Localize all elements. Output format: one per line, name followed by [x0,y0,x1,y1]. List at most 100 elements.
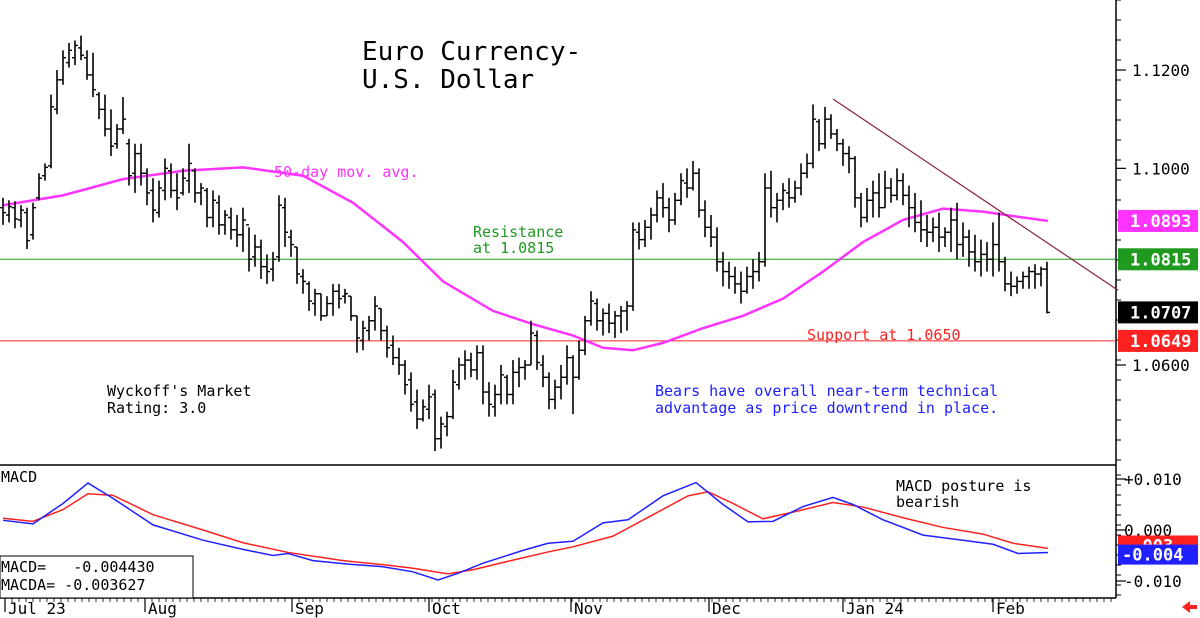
price-bar [1038,266,1044,287]
price-bar [900,173,906,206]
x-tick-label: Jan 24 [846,599,904,618]
price-bar [534,330,540,370]
price-bar [384,325,390,358]
price-bar [1014,276,1020,294]
price-bar [492,384,498,417]
price-bar [936,212,942,252]
price-bar [804,153,810,179]
macd-title: MACD [1,468,37,486]
macd-readout: MACD= -0.004430 [1,558,155,576]
price-bar [276,195,282,262]
price-bar [624,301,630,331]
macd-annotation-line-1: MACD posture is [896,477,1031,495]
price-bar [420,399,426,422]
macda-readout: MACDA= -0.003627 [1,576,146,594]
x-axis: Jul 23 Aug Sep Oct Nov Dec Jan 24 Feb [4,598,1112,618]
price-badge-bg [1118,209,1198,232]
price-bar [516,357,522,388]
price-bar [390,335,396,365]
price-bar [36,173,42,201]
price-bar [480,345,486,405]
price-bar [972,234,978,272]
price-bar [318,293,324,321]
price-bar [1020,271,1026,289]
price-bar [630,222,636,311]
price-bar [1032,264,1038,289]
price-bar [408,372,414,412]
price-bars [0,35,1050,452]
x-tick-label: Aug [148,599,177,618]
price-bar [792,180,798,203]
price-bar [246,224,252,272]
price-badge-bg [1118,248,1198,271]
price-bar [162,158,168,201]
price-bar [48,94,54,169]
price-bar [810,104,816,169]
price-bar [324,296,330,317]
price-bar [846,146,852,174]
x-tick-label: Oct [432,599,461,618]
price-bar [546,372,552,410]
price-bar [606,303,612,334]
price-bar [336,283,342,309]
price-bar [948,207,954,252]
price-bar [204,188,210,228]
price-bar [372,296,378,331]
macd-y-tick-label: +0.010 [1124,470,1182,489]
price-bar [570,355,576,415]
price-badge-bg [1118,301,1198,324]
price-bar [774,192,780,223]
price-bar [876,173,882,218]
macd-readout-box: MACD= -0.004430 MACDA= -0.003627 [0,555,194,599]
price-bar [564,345,570,385]
price-bar [0,197,6,225]
price-bar [648,207,654,240]
price-bar [858,192,864,228]
price-bar [816,119,822,152]
price-bar [966,229,972,267]
price-bar [1008,271,1014,297]
price-bar [708,215,714,247]
price-bar [978,239,984,277]
price-bar [294,246,300,284]
price-bar [486,382,492,417]
price-bar [96,92,102,120]
price-bar [222,210,228,235]
price-bar [24,207,30,249]
price-bar [156,180,162,218]
price-bar [714,227,720,272]
price-bar [744,266,750,294]
price-bar [852,156,858,208]
scroll-left-arrow-icon[interactable] [1182,601,1197,613]
price-bar [102,94,108,137]
price-bar [348,295,354,321]
price-bar [234,215,240,247]
reference-lines [0,258,1116,342]
price-bar [282,197,288,247]
price-bar [6,200,12,223]
resistance-label-line-1: Resistance [473,223,563,241]
price-bar [510,360,516,405]
price-bar [762,173,768,267]
price-badge: 1.0893 [1118,209,1198,232]
y-axis: 1.1200 1.1000 1.0600 +0.010 0.000 -0.010 [1116,0,1190,596]
price-bar [474,345,480,380]
price-bar [930,217,936,243]
price-bar [798,163,804,196]
price-bar [114,124,120,149]
price-bar [192,168,198,203]
price-bar [618,306,624,334]
price-bar [312,288,318,316]
price-bar [168,163,174,198]
chart-title-line-2: U.S. Dollar [362,65,534,95]
price-bar [654,190,660,223]
price-bar [738,271,744,304]
resistance-label-line-2: at 1.0815 [473,239,554,257]
macd-badge: -0.004 [1118,544,1198,566]
price-bar [540,355,546,388]
price-bar [30,202,36,240]
price-bar [864,188,870,223]
price-bar [18,205,24,228]
price-bar [1002,256,1008,292]
